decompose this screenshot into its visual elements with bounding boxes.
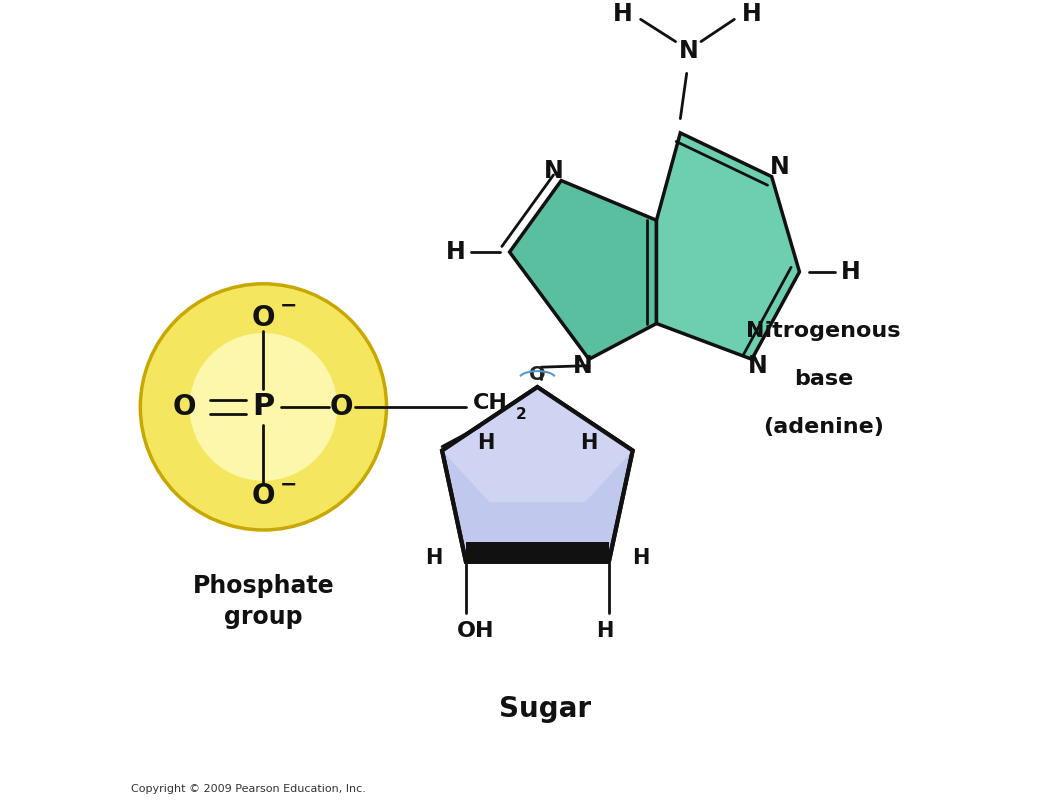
Text: base: base bbox=[794, 369, 853, 389]
Text: OH: OH bbox=[457, 621, 494, 641]
Polygon shape bbox=[510, 181, 656, 359]
Text: O: O bbox=[330, 393, 353, 421]
Text: N: N bbox=[770, 155, 790, 179]
Text: O: O bbox=[529, 365, 545, 384]
Text: CH: CH bbox=[474, 393, 508, 413]
Text: (adenine): (adenine) bbox=[762, 417, 883, 437]
Text: O: O bbox=[251, 304, 275, 332]
Text: N: N bbox=[748, 354, 768, 378]
Text: group: group bbox=[224, 606, 302, 630]
Text: H: H bbox=[597, 621, 613, 641]
Text: N: N bbox=[543, 159, 563, 183]
Polygon shape bbox=[442, 387, 633, 502]
Polygon shape bbox=[466, 542, 609, 562]
Text: N: N bbox=[573, 354, 592, 378]
Circle shape bbox=[141, 284, 387, 530]
Text: H: H bbox=[445, 240, 465, 264]
Text: H: H bbox=[477, 433, 494, 453]
Text: H: H bbox=[613, 2, 633, 26]
Text: N: N bbox=[678, 39, 698, 63]
Polygon shape bbox=[656, 133, 799, 359]
Text: P: P bbox=[252, 392, 274, 422]
Text: 2: 2 bbox=[516, 407, 527, 422]
Text: H: H bbox=[632, 548, 650, 568]
Text: −: − bbox=[281, 474, 297, 494]
Text: H: H bbox=[842, 260, 860, 284]
Text: −: − bbox=[281, 295, 297, 315]
Text: Copyright © 2009 Pearson Education, Inc.: Copyright © 2009 Pearson Education, Inc. bbox=[130, 784, 366, 794]
Text: H: H bbox=[426, 548, 443, 568]
Text: Phosphate: Phosphate bbox=[193, 574, 334, 598]
Text: O: O bbox=[251, 482, 275, 510]
Circle shape bbox=[190, 333, 337, 481]
Text: H: H bbox=[580, 433, 598, 453]
Text: Sugar: Sugar bbox=[500, 694, 591, 722]
Text: H: H bbox=[742, 2, 761, 26]
Polygon shape bbox=[442, 387, 633, 562]
Text: Nitrogenous: Nitrogenous bbox=[746, 322, 900, 342]
Text: O: O bbox=[172, 393, 196, 421]
